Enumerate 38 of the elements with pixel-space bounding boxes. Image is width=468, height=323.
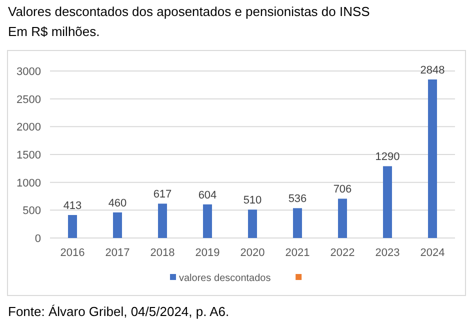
- chart-title: Valores descontados dos aposentados e pensionistas do INSS: [8, 4, 370, 19]
- x-tick-label: 2019: [195, 247, 220, 259]
- bar: [203, 204, 212, 238]
- data-label: 460: [108, 197, 127, 210]
- bar: [113, 212, 122, 238]
- data-label: 706: [333, 184, 352, 196]
- bar: [158, 204, 167, 238]
- x-tick-label: 2024: [420, 247, 445, 259]
- y-tick-label: 1000: [16, 177, 41, 190]
- x-tick-label: 2022: [330, 247, 355, 259]
- data-label: 413: [63, 200, 82, 212]
- data-label: 536: [288, 193, 307, 206]
- data-label: 604: [198, 189, 217, 202]
- bar: [338, 198, 347, 238]
- bar: [248, 210, 257, 238]
- chart-subtitle: Em R$ milhões.: [8, 24, 100, 39]
- data-label: 2848: [420, 64, 445, 76]
- x-tick-label: 2023: [375, 247, 400, 259]
- bar: [293, 208, 302, 238]
- x-tick-label: 2016: [60, 247, 85, 259]
- x-tick-label: 2020: [240, 247, 265, 259]
- bar: [68, 215, 77, 238]
- data-label: 617: [153, 188, 172, 201]
- x-tick-label: 2017: [105, 247, 130, 259]
- bar: [428, 79, 437, 238]
- source-note: Fonte: Álvaro Gribel, 04/5/2024, p. A6.: [8, 304, 230, 319]
- y-tick-label: 0: [34, 233, 41, 245]
- bar: [383, 166, 392, 238]
- x-tick-label: 2018: [150, 247, 175, 259]
- legend-label: valores descontados: [179, 273, 271, 284]
- y-tick-label: 2500: [16, 94, 41, 106]
- y-tick-label: 500: [22, 205, 41, 218]
- y-tick-label: 2000: [16, 122, 41, 134]
- y-tick-label: 1500: [16, 150, 41, 162]
- y-tick-label: 3000: [16, 66, 41, 78]
- x-tick-label: 2021: [285, 247, 310, 259]
- data-label: 1290: [375, 151, 400, 164]
- data-label: 510: [243, 194, 262, 207]
